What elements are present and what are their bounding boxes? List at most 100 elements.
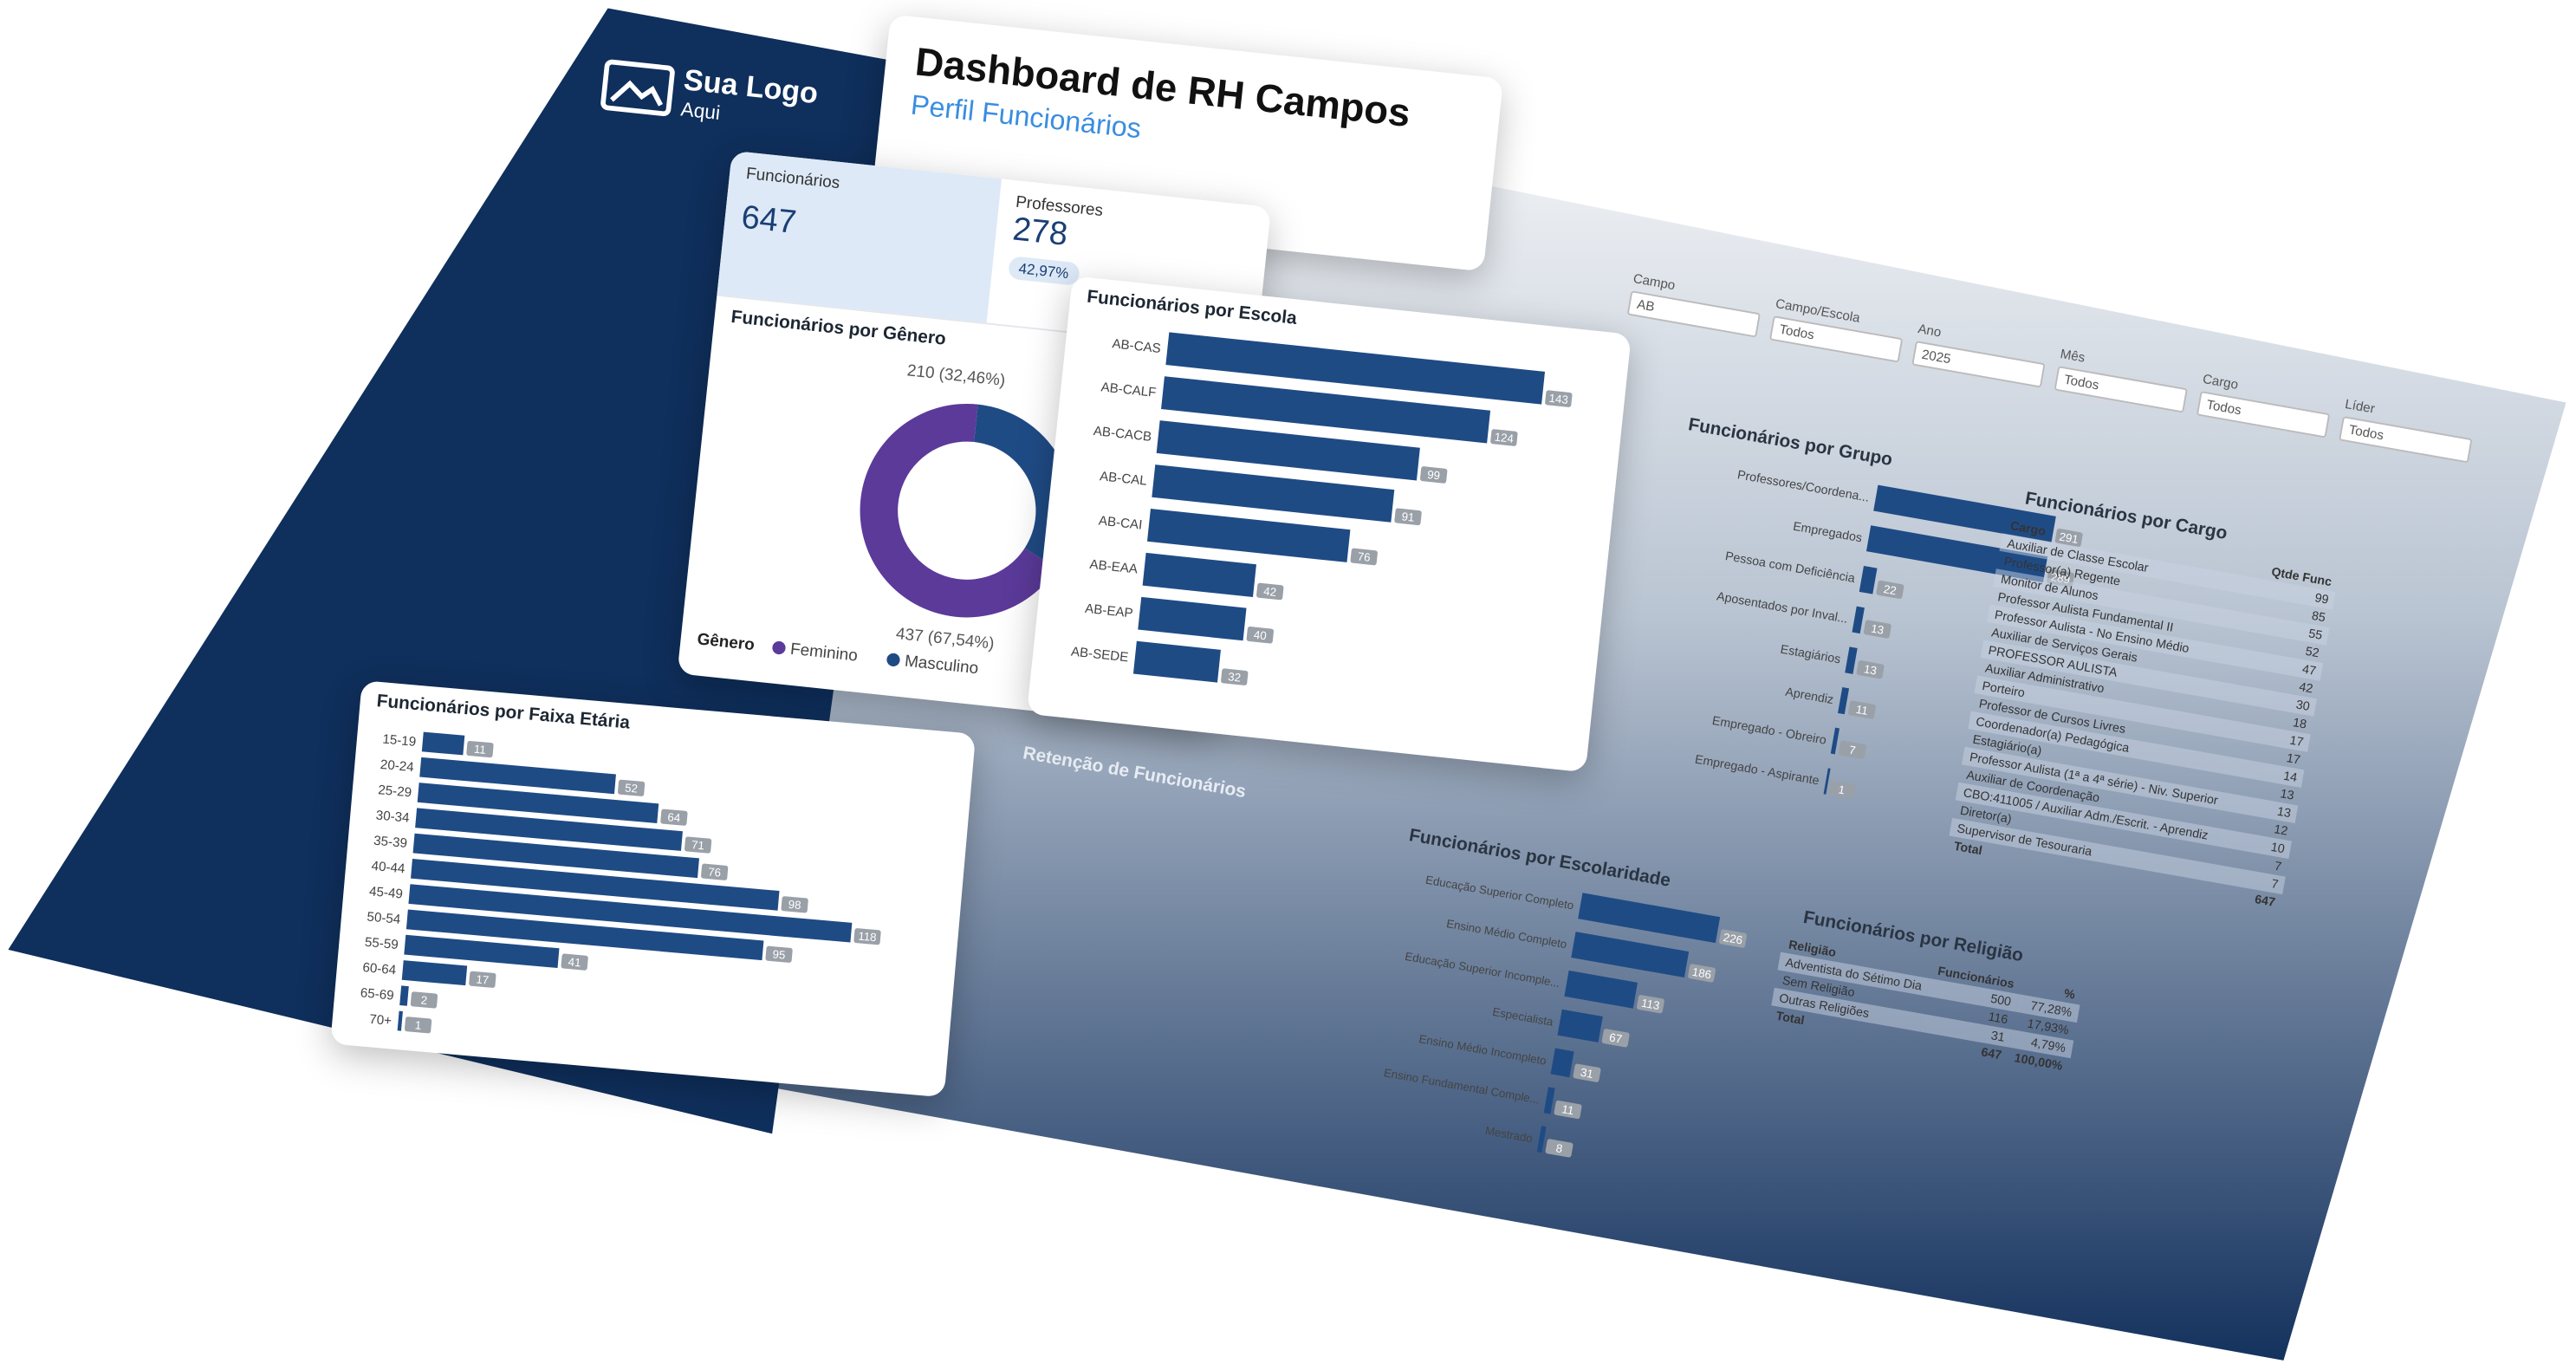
category-label: AB-EAP [1084,601,1133,621]
category-label: Mestrado [1484,1124,1534,1145]
value-pill [1350,548,1378,566]
category-label: 55-59 [364,935,399,952]
category-label: Empregado - Obreiro [1711,714,1827,748]
category-label: Estagiários [1779,643,1841,667]
bar [1845,646,1858,674]
value-pill [1601,1029,1630,1048]
bar [1571,932,1690,978]
category-label: Aprendiz [1784,685,1834,708]
value-label: 31 [1580,1066,1594,1081]
value-pill [781,896,808,913]
value-label: 52 [625,781,639,795]
value-pill [469,971,496,988]
value-label: 124 [1494,431,1515,445]
kpi: Funcionários 647 [717,150,1002,323]
value-label: 95 [772,947,786,961]
value-label: 13 [1863,662,1878,677]
value-label: 113 [1640,997,1660,1012]
role-table: Cargo Qtde Func Auxiliar de Classe Escolar… [1946,516,2339,913]
value-pill [1256,582,1284,601]
value-pill [684,836,712,854]
bar [397,1010,403,1031]
value-pill [1719,929,1748,948]
bar [1564,970,1638,1009]
value-label: 41 [568,955,581,969]
category-label: 15-19 [382,732,417,750]
category-label: 35-39 [373,834,408,851]
bar [1146,508,1351,562]
category-label: AB-EAA [1089,557,1139,577]
value-label: 11 [1561,1102,1574,1117]
group-chart: Professores/Coordena... 291 Empregados 289 P… [1694,468,2083,799]
value-label: 7 [1848,744,1857,757]
category-label: 65-69 [360,985,394,1003]
bar [1852,606,1865,634]
bar [412,833,699,879]
value-pill [1573,1063,1601,1082]
category-label: 60-64 [362,960,397,978]
value-label: 143 [1548,392,1569,406]
legend-label: Feminino [789,640,859,666]
category-label: AB-CAS [1112,336,1162,356]
value-label: 8 [1555,1141,1564,1155]
value-pill [1636,995,1664,1014]
donut-slice [860,404,1057,618]
category-label: 45-49 [368,884,403,901]
category-label: Ensino Médio Incompleto [1418,1032,1548,1068]
bar [408,884,853,943]
value-pill [1394,508,1422,526]
bar [1132,640,1221,683]
bar [410,858,780,911]
value-pill [1863,620,1891,639]
bar [1823,768,1831,795]
value-pill [1490,429,1518,446]
category-label: 25-29 [378,783,412,800]
bar [1142,552,1256,598]
value-pill [410,991,438,1009]
legend-swatch [772,640,786,655]
value-label: 2 [420,993,428,1007]
age-chart: 15-19 11 20-24 52 25-29 64 30-34 71 35-39 76 40-44… [360,731,881,1034]
kpi-badge: 42,97% [1008,256,1080,286]
value-pill [765,945,793,963]
bar [1536,1126,1547,1153]
category-label: AB-CALF [1100,380,1157,400]
bar [406,909,764,961]
value-label: 186 [1691,965,1712,982]
value-pill [853,928,881,945]
category-label: Professores/Coordena... [1736,468,1871,505]
value-label: 291 [2058,530,2079,547]
value-pill [1876,580,1904,600]
bar [1161,376,1491,444]
slice-label: 437 (67,54%) [895,625,995,653]
category-label: Especialista [1491,1005,1554,1029]
value-label: 40 [1253,628,1267,642]
bar [1557,1009,1603,1042]
value-label: 11 [1855,703,1869,718]
value-label: 76 [708,865,722,879]
category-label: AB-CAI [1098,514,1143,533]
bar [1165,332,1546,405]
value-label: 22 [1883,582,1898,597]
category-label: AB-CACB [1093,424,1152,445]
value-pill [1838,740,1866,759]
value-label: 1 [1837,783,1846,796]
category-label: Ensino Médio Completo [1445,917,1567,951]
category-label: 50-54 [367,910,401,927]
value-label: 71 [691,838,705,852]
bar [1838,687,1850,715]
value-pill [466,740,494,758]
bar [1152,464,1395,523]
value-pill [1688,964,1716,983]
bar [1578,893,1721,944]
category-label: 40-44 [371,859,406,876]
logo-icon [600,58,675,116]
bar [1859,565,1878,594]
category-label: 20-24 [380,757,414,775]
category-label: AB-SEDE [1070,645,1129,666]
value-label: 13 [1870,622,1885,637]
value-pill [1856,660,1885,679]
bar [419,757,616,795]
bar [1138,596,1247,641]
